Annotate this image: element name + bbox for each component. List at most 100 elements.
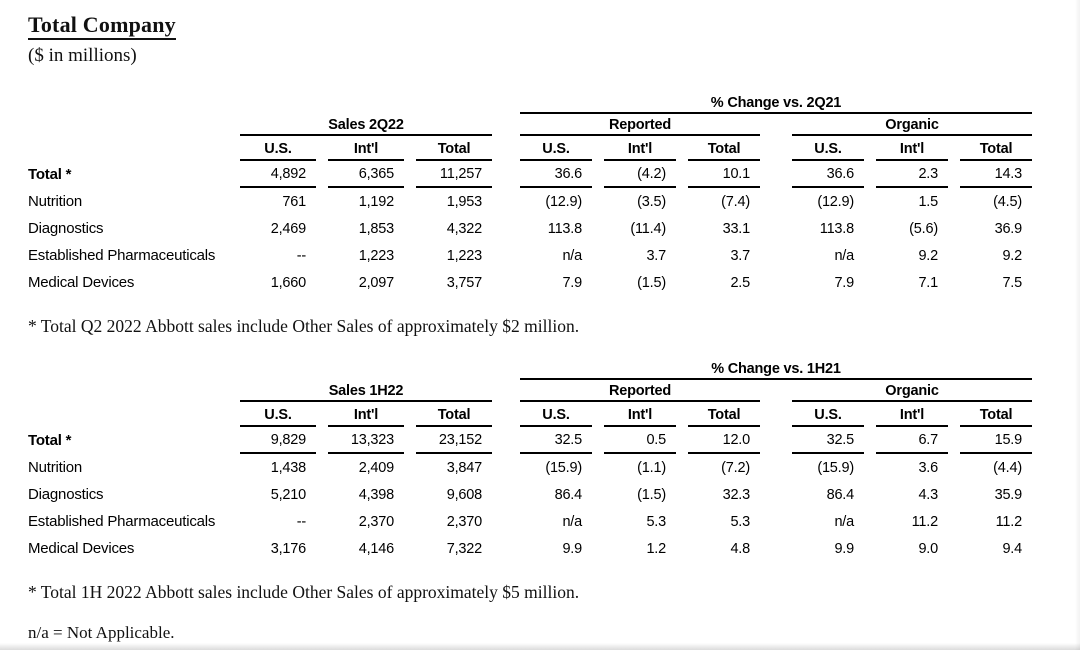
cell-value: (12.9) [545, 193, 582, 210]
cell-value: (1.5) [637, 274, 666, 291]
cell-value: 7.1 [918, 274, 938, 291]
cell-value: 4.8 [730, 540, 750, 557]
spacer [504, 161, 508, 188]
footnote-1h: * Total 1H 2022 Abbott sales include Oth… [28, 582, 580, 602]
col-header-intl: Int'l [604, 402, 676, 427]
cell-value: 4,322 [446, 220, 482, 237]
cell-value: 9,829 [240, 427, 316, 454]
cell-value: 761 [282, 193, 306, 210]
spacer [772, 188, 780, 215]
spacer [504, 427, 508, 454]
cell-value: 5,210 [270, 486, 306, 503]
cell-value: 9,608 [446, 486, 482, 503]
cell-value: 7.5 [1002, 274, 1022, 291]
cell-value: (11.4) [630, 220, 666, 237]
col-header-intl: Int'l [604, 136, 676, 161]
cell-value: 10.1 [688, 161, 760, 188]
spacer [28, 93, 508, 114]
cell-value: 3,757 [446, 274, 482, 291]
cell-value: 0.5 [604, 427, 676, 454]
table-row: Established Pharmaceuticals -- 2,370 2,370 n… [28, 508, 1032, 535]
cell-value: n/a [562, 247, 582, 264]
row-label: Total * [28, 432, 72, 449]
row-label: Established Pharmaceuticals [28, 247, 216, 264]
col-header-us: U.S. [240, 402, 316, 427]
change-spanner-row: % Change vs. 2Q21 [28, 93, 1032, 114]
cell-value: (3.5) [637, 193, 666, 210]
spacer [772, 454, 780, 481]
table-row: Established Pharmaceuticals -- 1,223 1,223 n… [28, 242, 1032, 269]
col-header-us: U.S. [792, 402, 864, 427]
row-label: Diagnostics [28, 220, 104, 237]
cell-value: n/a [834, 247, 854, 264]
cell-value: 2,370 [358, 513, 394, 530]
col-header-total: Total [960, 402, 1032, 427]
cell-value: 36.9 [994, 220, 1023, 237]
spacer [504, 215, 508, 242]
na-definition-note: n/a = Not Applicable. [28, 623, 175, 642]
cell-value: 36.6 [792, 161, 864, 188]
col-header-us: U.S. [792, 136, 864, 161]
cell-value: -- [296, 247, 306, 264]
cell-value: 1,953 [446, 193, 482, 210]
col-header-us: U.S. [520, 402, 592, 427]
cell-value: 1,192 [358, 193, 394, 210]
units-subtitle: ($ in millions) [28, 45, 137, 66]
cell-value: 14.3 [960, 161, 1032, 188]
table-row: Nutrition 761 1,192 1,953 (12.9) (3.5) (7.4) (1… [28, 188, 1032, 215]
cell-value: 3,176 [270, 540, 306, 557]
spacer [504, 136, 508, 161]
cell-value: (4.2) [604, 161, 676, 188]
cell-value: 6.7 [876, 427, 948, 454]
cell-value: 3.7 [730, 247, 750, 264]
cell-value: 2,097 [358, 274, 394, 291]
cell-value: 4,398 [358, 486, 394, 503]
group-header-organic: Organic [792, 114, 1032, 136]
cell-value: (15.9) [545, 459, 582, 476]
cell-value: (1.5) [637, 486, 666, 503]
cell-value: 113.8 [819, 220, 854, 237]
cell-value: (15.9) [817, 459, 854, 476]
cell-value: 4.3 [918, 486, 938, 503]
cell-value: (12.9) [817, 193, 854, 210]
cell-value: 3.6 [918, 459, 938, 476]
table-row: Nutrition 1,438 2,409 3,847 (15.9) (1.1) (7.2)… [28, 454, 1032, 481]
spacer [504, 481, 508, 508]
spacer [504, 508, 508, 535]
spacer [772, 402, 780, 427]
spacer [772, 481, 780, 508]
spacer [772, 215, 780, 242]
change-spanner-row: % Change vs. 1H21 [28, 359, 1032, 380]
cell-value: 9.0 [918, 540, 938, 557]
page-edge-shadow-bottom [0, 643, 1080, 650]
cell-value: 113.8 [547, 220, 582, 237]
col-header-intl: Int'l [876, 402, 948, 427]
cell-value: 7,322 [446, 540, 482, 557]
spacer [504, 188, 508, 215]
spacer [28, 380, 228, 402]
cell-value: 9.9 [834, 540, 854, 557]
spacer [772, 427, 780, 454]
table-row: Total * 4,892 6,365 11,257 36.6 (4.2) 10.1 36.6… [28, 161, 1032, 188]
cell-value: 11.2 [911, 513, 939, 530]
cell-value: 5.3 [730, 513, 750, 530]
cell-value: 11.2 [995, 513, 1023, 530]
cell-value: n/a [562, 513, 582, 530]
spacer [504, 454, 508, 481]
cell-value: 86.4 [554, 486, 583, 503]
cell-value: (7.2) [721, 459, 750, 476]
spacer [504, 380, 508, 402]
cell-value: 3.7 [646, 247, 666, 264]
spacer [28, 114, 228, 136]
cell-value: 7.9 [562, 274, 582, 291]
column-header-row: U.S. Int'l Total U.S. Int'l Total U.S. I… [28, 402, 1032, 427]
cell-value: 3,847 [446, 459, 482, 476]
cell-value: 1,438 [270, 459, 306, 476]
cell-value: 2.5 [730, 274, 750, 291]
cell-value: 86.4 [826, 486, 855, 503]
col-header-total: Total [688, 402, 760, 427]
spacer [772, 242, 780, 269]
spacer [772, 114, 780, 136]
spacer [772, 535, 780, 562]
col-header-total: Total [688, 136, 760, 161]
